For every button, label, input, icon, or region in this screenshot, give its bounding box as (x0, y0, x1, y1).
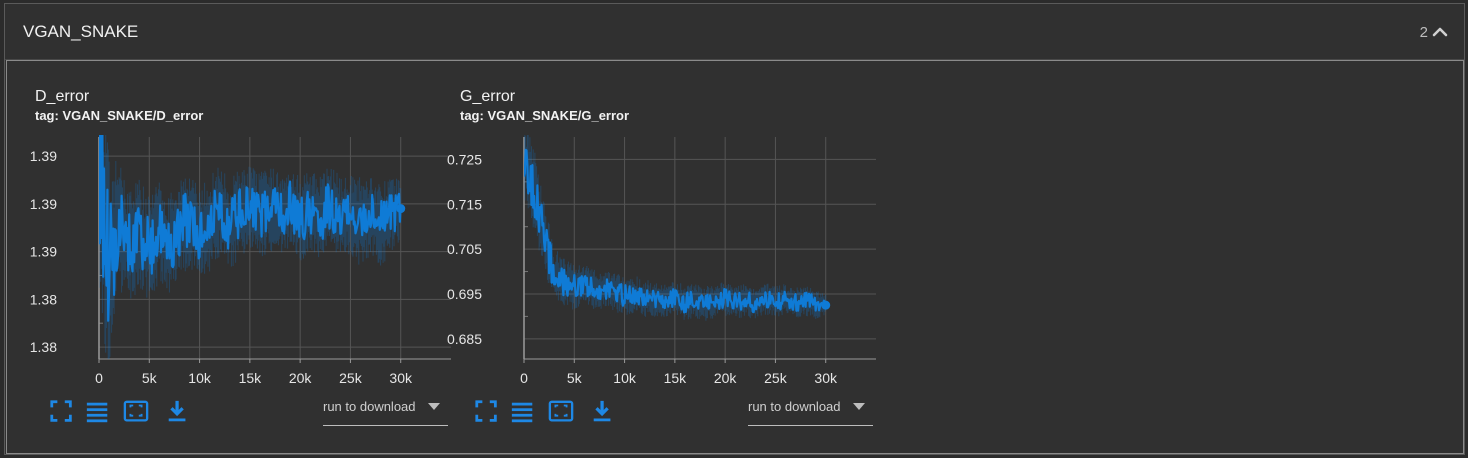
download-icon[interactable] (590, 399, 616, 425)
x-tick-label: 15k (239, 370, 263, 386)
y-tick-label: 1.38 (30, 339, 57, 355)
fullscreen-icon[interactable] (474, 399, 500, 425)
section-header[interactable]: VGAN_SNAKE 2 (5, 4, 1464, 60)
smoothed-line (524, 148, 827, 314)
log-scale-lines-icon[interactable] (510, 399, 536, 425)
x-tick-label: 10k (613, 370, 637, 386)
x-tick-label: 0 (95, 370, 103, 386)
series-line (99, 135, 402, 322)
y-tick-label: 0.705 (447, 241, 482, 257)
x-tick-label: 25k (339, 370, 363, 386)
section-card-count: 2 (1419, 24, 1428, 41)
x-tick-label: 25k (764, 370, 788, 386)
run-download-label: run to download (323, 399, 416, 414)
fit-domain-icon[interactable] (548, 399, 574, 425)
line-chart[interactable]: 1.38 1.38 1.39 1.39 1.39 0 5k 10k 15k 20k 25k 30k (11, 129, 451, 391)
chart-toolbar: run to download (11, 397, 448, 437)
grid (523, 137, 876, 359)
y-tick-label: 1.38 (30, 291, 57, 307)
last-point-marker[interactable] (396, 204, 406, 214)
chart-title: G_error (460, 88, 516, 105)
log-scale-lines-icon[interactable] (85, 399, 111, 425)
x-tick-label: 30k (814, 370, 838, 386)
dropdown-arrow-icon (428, 403, 440, 410)
x-tick-label: 5k (142, 370, 158, 386)
series-line (524, 148, 827, 314)
chart-card-g-error: G_error tag: VGAN_SNAKE/G_error 0.685 0.695… (436, 61, 876, 453)
chart-tag: tag: VGAN_SNAKE/G_error (460, 108, 630, 123)
cards-container: D_error tag: VGAN_SNAKE/D_error 1.38 1.38 1.… (6, 60, 1464, 454)
y-tick-label: 0.715 (447, 196, 482, 212)
section-title: VGAN_SNAKE (23, 22, 139, 41)
chart-toolbar: run to download (436, 397, 873, 437)
fullscreen-icon[interactable] (49, 399, 75, 425)
x-tick-label: 20k (714, 370, 738, 386)
x-tick-label: 30k (389, 370, 413, 386)
grid (98, 137, 451, 359)
y-tick-label: 0.725 (447, 151, 482, 167)
y-tick-label: 0.685 (447, 331, 482, 347)
dropdown-arrow-icon (853, 403, 865, 410)
run-section: VGAN_SNAKE 2 D_error tag: VGAN_SNAKE/D_er… (4, 3, 1465, 455)
line-chart[interactable]: 0.685 0.695 0.705 0.715 0.725 0 5k 10k 15k 20k 25k… (436, 129, 876, 391)
x-tick-label: 20k (289, 370, 313, 386)
y-tick-label: 1.39 (30, 244, 57, 260)
smoothed-line (99, 135, 402, 322)
x-tick-label: 10k (188, 370, 212, 386)
chevron-up-icon[interactable] (1430, 22, 1450, 42)
download-icon[interactable] (165, 399, 191, 425)
run-download-select[interactable]: run to download (323, 397, 448, 426)
y-tick-label: 0.695 (447, 286, 482, 302)
run-download-select[interactable]: run to download (748, 397, 873, 426)
y-tick-label: 1.39 (30, 196, 57, 212)
x-tick-label: 5k (567, 370, 583, 386)
chart-card-d-error: D_error tag: VGAN_SNAKE/D_error 1.38 1.38 1.… (11, 61, 451, 453)
x-tick-label: 15k (664, 370, 688, 386)
run-download-label: run to download (748, 399, 841, 414)
last-point-marker[interactable] (821, 300, 831, 310)
chart-tag: tag: VGAN_SNAKE/D_error (35, 108, 204, 123)
x-tick-label: 0 (520, 370, 528, 386)
chart-title: D_error (35, 88, 90, 105)
y-tick-label: 1.39 (30, 148, 57, 164)
fit-domain-icon[interactable] (123, 399, 149, 425)
